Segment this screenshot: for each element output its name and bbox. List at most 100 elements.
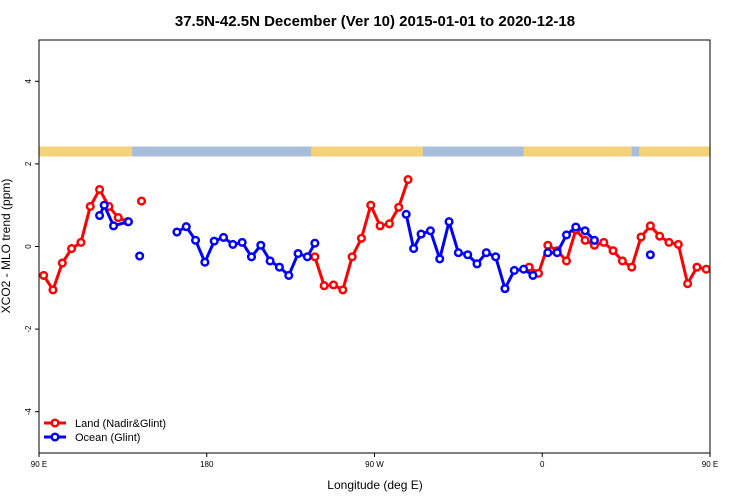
ocean-data-point: [209, 236, 219, 246]
ocean-data-point: [509, 265, 519, 276]
land-strip-segment: [39, 146, 133, 157]
land-data-point: [39, 270, 49, 280]
land-data-point: [366, 200, 376, 210]
land-series-line: [42, 188, 129, 292]
ocean-data-point: [519, 264, 529, 274]
ocean-data-point: [571, 222, 581, 232]
x-tick-label: 90 E: [31, 460, 47, 469]
ocean-data-point: [401, 209, 411, 219]
legend-swatch-marker-ocean: [50, 432, 60, 442]
ocean-series-line: [98, 203, 129, 228]
axes: 90 E 180 90 W 0 90 E -4 -2 0 2 4: [24, 79, 718, 469]
land-data-point: [655, 231, 665, 241]
land-data-point: [338, 285, 348, 295]
x-axis-label: Longitude (deg E): [327, 478, 422, 492]
ocean-data-point: [472, 259, 482, 269]
y-tick-label: -2: [24, 325, 33, 333]
ocean-data-point: [302, 252, 312, 262]
ocean-data-point: [543, 248, 553, 258]
ocean-data-point: [95, 210, 105, 221]
land-data-point: [683, 279, 693, 289]
series-layer: [39, 175, 747, 295]
legend-label-ocean: Ocean (Glint): [75, 432, 140, 444]
ocean-data-point: [172, 227, 182, 237]
ocean-data-point: [416, 229, 426, 239]
land-data-point: [394, 202, 404, 212]
land-data-point: [636, 232, 646, 242]
y-tick-label: 0: [24, 244, 33, 249]
land-strip-segment: [311, 146, 423, 157]
ocean-data-point: [246, 252, 257, 262]
x-tick-label: 0: [540, 460, 545, 469]
ocean-data-point: [589, 235, 599, 245]
ocean-data-point: [310, 238, 320, 248]
land-data-point: [48, 285, 58, 295]
ocean-data-point: [453, 248, 463, 258]
land-data-point: [356, 233, 367, 243]
land-data-point: [384, 219, 394, 229]
y-axis-label: XCO2 - MLO trend (ppm): [0, 179, 13, 314]
ocean-data-point: [645, 250, 655, 260]
land-data-point: [375, 221, 385, 231]
ocean-series-line: [176, 225, 317, 277]
land-strip-segment: [639, 146, 710, 157]
ocean-data-point: [284, 270, 294, 280]
legend: Land (Nadir&Glint) Ocean (Glint): [44, 418, 166, 444]
land-data-point: [673, 239, 683, 249]
ocean-data-point: [481, 248, 491, 258]
ocean-data-point: [463, 250, 473, 260]
x-tick-label: 90 E: [702, 460, 718, 469]
land-data-point: [310, 252, 320, 262]
ocean-data-point: [218, 232, 229, 242]
y-tick-label: 4: [24, 79, 33, 84]
x-tick-label: 180: [200, 460, 214, 469]
land-data-point: [347, 252, 357, 262]
ocean-data-point: [274, 262, 284, 272]
ocean-series: [95, 200, 655, 294]
ocean-data-point: [561, 230, 572, 240]
land-data-point: [664, 237, 674, 247]
y-tick-label: 2: [24, 161, 33, 166]
ocean-data-point: [228, 239, 238, 249]
land-data-point: [328, 280, 339, 290]
ocean-data-point: [409, 244, 419, 254]
land-data-point: [701, 264, 710, 274]
land-data-point: [67, 244, 77, 254]
chart-title: 37.5N-42.5N December (Ver 10) 2015-01-01…: [175, 13, 575, 30]
land-data-point: [113, 213, 123, 223]
ocean-data-point: [237, 237, 247, 247]
ocean-data-point: [580, 226, 590, 236]
ocean-data-point: [200, 257, 210, 267]
land-data-point: [76, 237, 86, 247]
land-data-point: [561, 256, 572, 266]
ocean-data-point: [293, 248, 303, 259]
land-data-point: [403, 175, 413, 185]
land-data-point: [627, 262, 637, 272]
land-data-point: [580, 235, 590, 245]
ocean-data-point: [123, 217, 134, 227]
land-series: [39, 175, 747, 295]
land-data-point: [319, 281, 329, 291]
land-data-point: [731, 287, 738, 294]
ocean-data-point: [435, 254, 445, 264]
ocean-data-point: [191, 235, 201, 245]
land-data-point: [692, 262, 702, 272]
land-data-point: [136, 196, 147, 206]
land-data-point: [608, 246, 618, 256]
ocean-data-point: [500, 284, 510, 294]
land-data-point: [740, 260, 747, 267]
ocean-data-point: [265, 256, 275, 266]
ocean-data-point: [444, 217, 454, 227]
ocean-data-point: [181, 222, 191, 232]
ocean-data-point: [256, 240, 266, 250]
ocean-data-point: [109, 221, 119, 231]
land-data-point: [57, 258, 67, 268]
land-data-point: [722, 272, 729, 279]
ocean-data-point: [491, 252, 501, 262]
land-data-point: [95, 184, 105, 195]
land-strip-segment: [523, 146, 632, 157]
ocean-data-point: [425, 226, 435, 236]
land-ocean-strip: [39, 146, 710, 157]
ocean-data-point: [528, 270, 538, 280]
